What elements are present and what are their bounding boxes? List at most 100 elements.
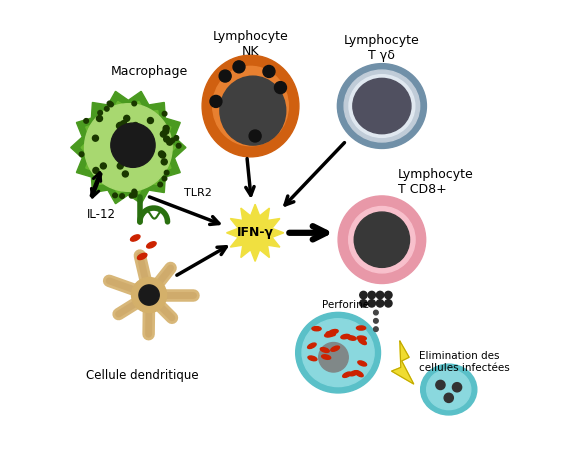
Text: TLR2: TLR2 [183,188,211,198]
Circle shape [111,123,155,167]
Circle shape [161,159,167,165]
Circle shape [164,171,169,175]
Circle shape [107,101,112,106]
Circle shape [453,383,461,392]
Text: Lymphocyte
NK: Lymphocyte NK [213,30,288,58]
Circle shape [123,139,129,145]
Polygon shape [71,91,186,204]
Ellipse shape [347,336,356,340]
Circle shape [163,128,169,134]
Circle shape [133,123,138,129]
Circle shape [116,148,122,154]
Circle shape [376,300,384,307]
Ellipse shape [308,343,316,349]
Circle shape [118,150,124,156]
Circle shape [368,300,376,307]
Ellipse shape [147,242,156,248]
Ellipse shape [202,55,299,157]
Circle shape [129,194,134,198]
Circle shape [98,111,102,115]
Circle shape [121,128,127,134]
Ellipse shape [358,361,367,366]
Circle shape [385,300,392,307]
Circle shape [109,102,113,107]
Text: Cellule dendritique: Cellule dendritique [86,369,199,382]
Ellipse shape [331,346,339,351]
Circle shape [121,121,127,127]
Circle shape [93,167,99,173]
Circle shape [130,137,136,143]
Circle shape [238,215,273,250]
Ellipse shape [344,70,420,142]
Polygon shape [81,101,176,194]
Ellipse shape [354,212,409,267]
Circle shape [162,112,167,116]
Ellipse shape [357,336,366,340]
Ellipse shape [343,372,351,378]
Ellipse shape [131,235,140,241]
Circle shape [174,136,179,140]
Circle shape [131,154,137,160]
Text: Lymphocyte
T γδ: Lymphocyte T γδ [344,35,420,62]
Polygon shape [227,204,284,261]
Ellipse shape [420,364,477,415]
Circle shape [119,150,125,156]
Circle shape [133,190,137,195]
Ellipse shape [349,75,415,137]
Ellipse shape [302,319,374,387]
Circle shape [436,380,445,390]
Circle shape [122,147,128,153]
Circle shape [115,136,121,142]
Ellipse shape [319,343,348,372]
Circle shape [131,278,166,313]
Circle shape [141,129,148,135]
Text: IL-12: IL-12 [87,208,116,221]
Circle shape [210,95,222,107]
Circle shape [164,136,170,142]
Circle shape [117,122,123,128]
Circle shape [85,104,172,191]
Ellipse shape [349,371,358,376]
Circle shape [122,171,128,177]
Circle shape [100,163,106,169]
Text: Perforine: Perforine [322,300,369,310]
Ellipse shape [355,371,363,377]
Circle shape [124,115,130,121]
Ellipse shape [322,355,331,359]
Circle shape [96,116,103,122]
Circle shape [385,291,392,299]
Ellipse shape [296,313,381,393]
Circle shape [166,139,173,145]
Circle shape [158,182,162,187]
Circle shape [117,163,123,169]
Circle shape [170,138,175,143]
Circle shape [360,300,367,307]
Circle shape [132,101,137,106]
Ellipse shape [353,78,411,134]
Circle shape [130,136,135,142]
Ellipse shape [220,76,286,145]
Text: Macrophage: Macrophage [110,65,187,78]
Ellipse shape [213,66,288,146]
Text: Lymphocyte
T CD8+: Lymphocyte T CD8+ [398,168,474,196]
Ellipse shape [308,356,317,361]
Circle shape [376,291,384,299]
Circle shape [263,65,275,77]
Circle shape [133,193,137,197]
Circle shape [79,152,84,157]
Circle shape [158,151,165,157]
Circle shape [162,176,167,181]
Circle shape [133,160,140,165]
Circle shape [116,123,123,129]
Circle shape [132,189,137,194]
Circle shape [105,106,109,111]
Ellipse shape [338,64,426,148]
Circle shape [134,139,140,145]
Circle shape [140,140,146,146]
Circle shape [113,139,119,145]
Ellipse shape [321,348,329,352]
Polygon shape [392,341,413,384]
Ellipse shape [325,332,333,337]
Ellipse shape [359,338,366,344]
Circle shape [219,70,231,82]
